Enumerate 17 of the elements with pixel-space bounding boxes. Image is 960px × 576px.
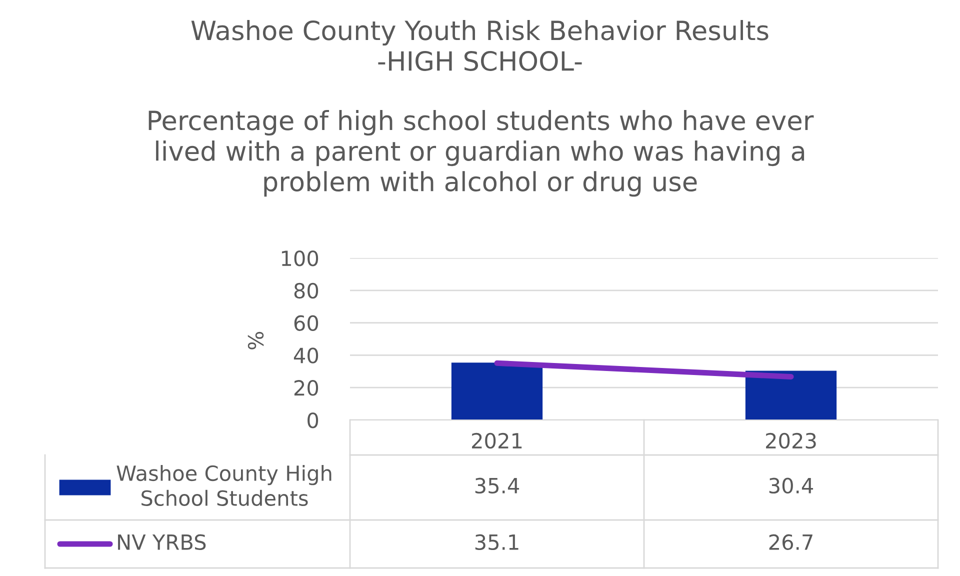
data-label: 35.4 bbox=[475, 478, 520, 494]
legend-label: NV YRBS bbox=[118, 534, 206, 550]
y-tick-label: 80 bbox=[294, 282, 318, 299]
y-tick-label: 60 bbox=[294, 315, 318, 332]
chart-title: Washoe County Youth Risk Behavior Results -HIGH SCHOOL- bbox=[191, 20, 768, 71]
data-label: 30.4 bbox=[769, 478, 814, 494]
x-tick-label: 2023 bbox=[766, 432, 816, 449]
y-tick-label: 0 bbox=[308, 412, 318, 428]
legend-label: Washoe County High School Students bbox=[116, 464, 332, 506]
x-tick-label: 2021 bbox=[472, 432, 522, 449]
y-tick-label: 20 bbox=[294, 380, 318, 396]
data-label: 26.7 bbox=[769, 534, 812, 550]
y-tick-label: 100 bbox=[282, 250, 318, 266]
y-axis-title: % bbox=[248, 332, 264, 350]
y-tick-label: 40 bbox=[294, 348, 318, 364]
chart-subtitle: Percentage of high school students who have ever lived with a parent or guardian who was having a problem with alcohol or drug use bbox=[148, 110, 814, 197]
data-label: 35.1 bbox=[475, 534, 518, 550]
